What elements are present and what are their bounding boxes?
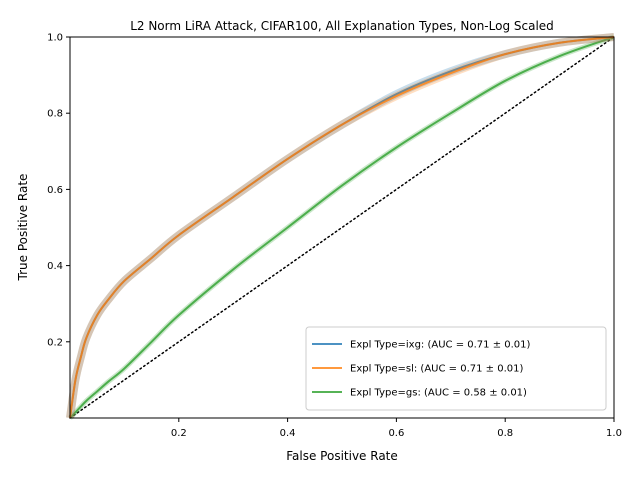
y-tick-label: 0.4 (47, 261, 63, 272)
chart-title: L2 Norm LiRA Attack, CIFAR100, All Expla… (130, 19, 554, 33)
plot-frame (69, 36, 615, 419)
y-tick-label: 0.6 (47, 185, 63, 196)
x-tick-label: 0.2 (171, 428, 187, 439)
y-axis-label: True Positive Rate (16, 174, 30, 282)
x-tick-label: 0.8 (497, 428, 513, 439)
x-axis-label: False Positive Rate (286, 449, 398, 463)
series-line-2 (69, 36, 615, 419)
legend-label-0: Expl Type=ixg: (AUC = 0.71 ± 0.01) (350, 340, 531, 351)
plot-area (66, 33, 615, 420)
legend: Expl Type=ixg: (AUC = 0.71 ± 0.01) Expl T… (305, 326, 607, 411)
x-tick-label: 1.0 (606, 428, 622, 439)
legend-box (305, 326, 607, 411)
y-axis: 0.2 0.4 0.6 0.8 1.0 (47, 33, 70, 348)
x-axis: 0.2 0.4 0.6 0.8 1.0 (171, 418, 622, 439)
legend-label-1: Expl Type=sl: (AUC = 0.71 ± 0.01) (350, 364, 523, 375)
chance-diagonal-line (69, 36, 615, 419)
y-tick-label: 0.2 (47, 337, 63, 348)
y-tick-label: 0.8 (47, 109, 63, 120)
series-line-1 (69, 36, 615, 419)
x-tick-label: 0.4 (280, 428, 296, 439)
x-tick-label: 0.6 (388, 428, 404, 439)
y-tick-label: 1.0 (47, 33, 63, 44)
legend-label-2: Expl Type=gs: (AUC = 0.58 ± 0.01) (350, 388, 527, 399)
